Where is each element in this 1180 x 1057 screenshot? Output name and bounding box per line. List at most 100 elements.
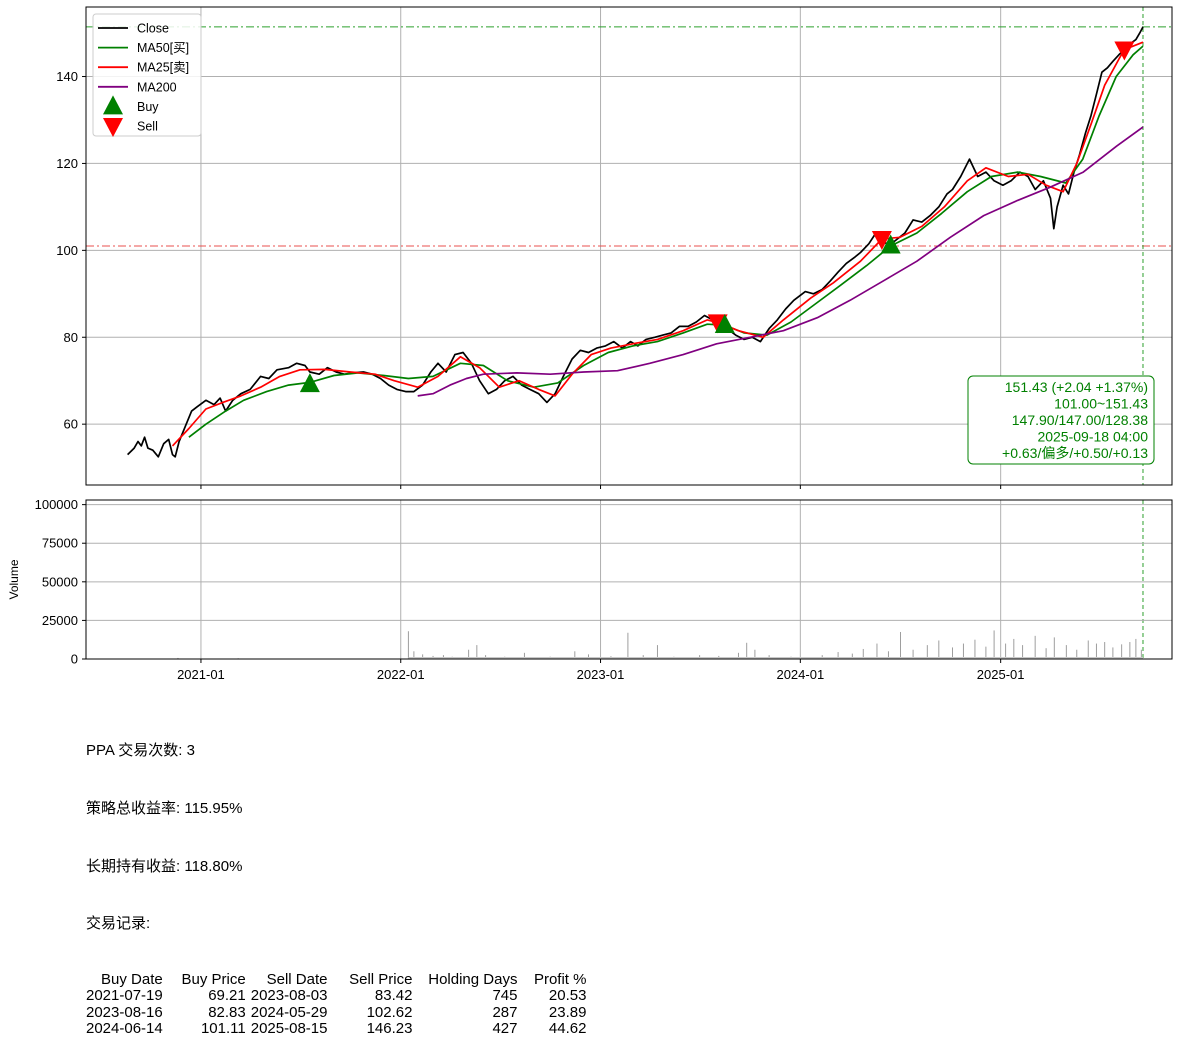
legend-sell-swatch: [103, 118, 123, 137]
volume-bar: [1013, 638, 1015, 659]
volume-bar: [574, 651, 576, 659]
trade-profit: 20.53: [548, 987, 587, 1005]
volume-bar: [837, 652, 839, 659]
volume-bar: [851, 653, 853, 659]
trade-row: 2021-07-19 69.21 2023-08-03 83.42 745 20…: [86, 987, 591, 1005]
trade-buy-price: 69.21: [208, 987, 246, 1005]
sell-marker: [871, 230, 892, 250]
price-ytick-label: 140: [56, 69, 78, 84]
header-sell-date: Sell Date: [266, 970, 328, 988]
trade-records-table: Buy Date Buy Price Sell Date Sell Price …: [86, 970, 591, 1038]
trade-table-header: Buy Date Buy Price Sell Date Sell Price …: [86, 970, 591, 988]
volume-bar: [887, 651, 889, 659]
volume-bar: [1140, 649, 1142, 659]
volume-bar: [1045, 648, 1047, 659]
trade-records-title: 交易记录:: [86, 915, 151, 933]
trade-sell-price: 83.42: [374, 987, 413, 1005]
trade-sell-date: 2025-08-15: [250, 1020, 328, 1037]
volume-bar: [476, 645, 478, 659]
volume-ytick-label: 25000: [42, 613, 78, 628]
volume-bar: [413, 651, 415, 659]
volume-baseline-bars: [408, 657, 1143, 659]
volume-bar: [1005, 643, 1007, 659]
trade-buy-date: 2024-06-14: [86, 1020, 163, 1037]
summary-panel: PPA 交易次数: 3 策略总收益率: 115.95% 长期持有收益: 118.…: [86, 703, 591, 1057]
annotation-box: [967, 375, 1155, 465]
volume-bar: [876, 643, 878, 659]
volume-bar: [1034, 635, 1036, 659]
volume-bar: [746, 642, 748, 659]
price-ytick-label: 120: [56, 156, 78, 171]
legend-label: Buy: [137, 100, 159, 114]
volume-bar: [1104, 642, 1106, 659]
volume-bar: [523, 652, 525, 659]
volume-bar: [1135, 638, 1137, 659]
volume-bar: [1087, 640, 1089, 659]
annotation-line: +0.63/偏多/+0.50/+0.13: [1002, 445, 1148, 461]
volume-bar: [912, 649, 914, 659]
buy-marker: [714, 313, 735, 333]
header-buy-price: Buy Price: [181, 970, 246, 988]
volume-ytick-label: 75000: [42, 536, 78, 551]
xtick-label: 2025-01: [977, 667, 1025, 682]
volume-panel: 0 25000 50000 75000 100000 2021-01 2022-01 2023…: [7, 497, 1173, 682]
trade-profit: 23.89: [548, 1003, 587, 1021]
price-ytick-label: 80: [64, 330, 78, 345]
header-holding-days: Holding Days: [428, 970, 518, 988]
volume-bar: [1095, 643, 1097, 659]
legend-label: Close: [137, 22, 169, 36]
trade-holding-days: 427: [492, 1020, 518, 1037]
price-panel: 60 80 100 120 140 Close MA50[买] MA25[卖] MA200 Buy…: [56, 6, 1173, 489]
trade-buy-price: 101.11: [200, 1020, 246, 1037]
trade-holding-days: 745: [492, 987, 518, 1005]
volume-bar: [422, 654, 424, 659]
volume-bar: [1065, 645, 1067, 659]
header-profit: Profit %: [533, 970, 587, 988]
ma50-line: [188, 45, 1144, 438]
volume-bar: [656, 645, 658, 659]
header-sell-price: Sell Price: [349, 970, 413, 988]
info-annotation: 151.43 (+2.04 +1.37%)101.00~151.43147.90…: [967, 375, 1155, 465]
volume-bar: [754, 649, 756, 659]
legend-box: [92, 13, 202, 137]
legend-label: MA25[卖]: [137, 61, 189, 75]
legend-label: MA200: [137, 80, 177, 94]
trade-sell-date: 2023-08-03: [250, 987, 328, 1005]
volume-bar: [926, 645, 928, 659]
legend-buy-swatch: [103, 95, 123, 115]
hold-return-text: 长期持有收益: 118.80%: [86, 857, 243, 875]
trade-sell-price: 102.62: [366, 1003, 413, 1021]
volume-bar: [974, 639, 976, 659]
volume-axes-frame: [85, 499, 1173, 660]
volume-bar: [1121, 644, 1123, 659]
volume-bar: [1076, 649, 1078, 659]
volume-bar: [1112, 647, 1114, 659]
trade-sell-price: 146.23: [366, 1020, 413, 1037]
chart-canvas: 60 80 100 120 140 Close MA50[买] MA25[卖] MA200 Buy…: [7, 6, 1173, 682]
trade-buy-date: 2021-07-19: [86, 987, 163, 1005]
price-ytick-label: 100: [56, 243, 78, 258]
trade-row: 2024-06-14 101.11 2025-08-15 146.23 427 …: [86, 1020, 591, 1037]
ma25-line: [171, 41, 1144, 447]
volume-ytick-label: 100000: [35, 497, 78, 512]
legend: Close MA50[买] MA25[卖] MA200 Buy Sell: [92, 13, 202, 137]
header-buy-date: Buy Date: [101, 970, 163, 988]
annotation-line: 147.90/147.00/128.38: [1012, 412, 1148, 428]
volume-bar: [1129, 642, 1131, 659]
annotation-line: 2025-09-18 04:00: [1037, 429, 1148, 445]
volume-bar: [962, 643, 964, 659]
trade-count-text: PPA 交易次数: 3: [86, 742, 195, 760]
xtick-label: 2021-01: [177, 667, 225, 682]
ma200-line: [417, 126, 1144, 397]
trade-sell-date: 2024-05-29: [250, 1003, 328, 1021]
price-ytick-label: 60: [64, 417, 78, 432]
volume-bar: [407, 631, 409, 659]
strategy-return-text: 策略总收益率: 115.95%: [86, 800, 243, 817]
volume-ytick-label: 0: [71, 652, 78, 667]
buy-marker: [880, 234, 901, 254]
volume-bar: [993, 630, 995, 659]
volume-bar: [1022, 645, 1024, 659]
volume-bar: [900, 631, 901, 659]
buy-marker: [299, 373, 320, 393]
xtick-label: 2023-01: [577, 667, 625, 682]
